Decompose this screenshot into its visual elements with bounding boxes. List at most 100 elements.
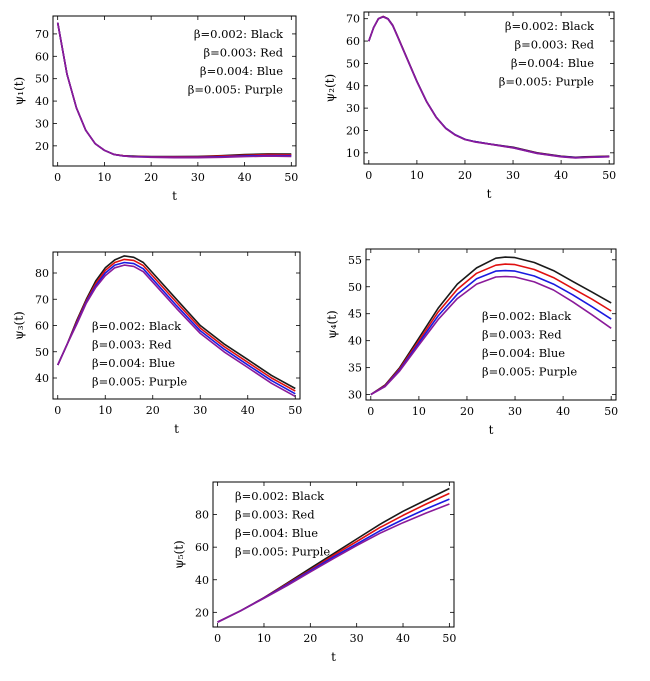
y-tick-label: 30 xyxy=(35,117,49,130)
y-axis-label: ψ₂(t) xyxy=(323,74,337,102)
legend-entry: β=0.002: Black xyxy=(235,489,325,503)
x-tick-label: 20 xyxy=(303,632,317,645)
y-tick-label: 35 xyxy=(348,362,362,375)
x-tick-label: 20 xyxy=(460,405,474,418)
x-tick-label: 40 xyxy=(554,169,568,182)
legend-entry: β=0.003: Red xyxy=(92,338,172,352)
x-axis-label: t xyxy=(487,187,492,201)
y-tick-label: 80 xyxy=(35,267,49,280)
y-tick-label: 40 xyxy=(35,372,49,385)
series-line-4 xyxy=(368,16,610,159)
y-tick-label: 20 xyxy=(195,606,209,619)
x-axis-label: t xyxy=(331,650,336,664)
x-tick-label: 50 xyxy=(442,632,456,645)
y-tick-label: 60 xyxy=(346,35,360,48)
x-tick-label: 20 xyxy=(144,171,158,184)
series-line-2 xyxy=(370,263,612,396)
y-axis-label: ψ₅(t) xyxy=(172,540,186,568)
y-tick-label: 60 xyxy=(35,50,49,63)
x-tick-label: 30 xyxy=(193,404,207,417)
x-tick-label: 40 xyxy=(556,405,570,418)
x-tick-label: 10 xyxy=(98,404,112,417)
x-tick-label: 10 xyxy=(412,405,426,418)
y-tick-label: 20 xyxy=(346,124,360,137)
x-tick-label: 50 xyxy=(604,405,618,418)
x-axis-label: t xyxy=(174,422,179,436)
x-tick-label: 30 xyxy=(191,171,205,184)
chart-panel-1: 0 10 20 30 40 50 20 30 40 50 60 70 t ψ₁(t) β=0.002: Bl… xyxy=(12,15,298,203)
legend-entry: β=0.004: Blue xyxy=(511,56,594,70)
legend-entry: β=0.002: Black xyxy=(505,19,595,33)
x-tick-label: 30 xyxy=(508,405,522,418)
legend-entry: β=0.003: Red xyxy=(514,38,594,52)
legend-entry: β=0.002: Black xyxy=(482,309,572,323)
y-tick-label: 50 xyxy=(346,57,360,70)
y-axis-label: ψ₃(t) xyxy=(12,311,26,339)
series-line-1 xyxy=(370,256,612,396)
legend-entry: β=0.002: Black xyxy=(92,319,182,333)
x-tick-label: 40 xyxy=(396,632,410,645)
legend-entry: β=0.004: Blue xyxy=(235,526,318,540)
x-tick-label: 40 xyxy=(238,171,252,184)
plot-frame xyxy=(212,481,455,628)
legend-entry: β=0.002: Black xyxy=(194,27,284,41)
y-tick-label: 50 xyxy=(348,281,362,294)
series-line-4 xyxy=(57,264,296,398)
x-tick-label: 30 xyxy=(506,169,520,182)
legend-entry: β=0.005: Purple xyxy=(499,75,594,89)
legend-entry: β=0.004: Blue xyxy=(200,64,283,78)
chart-panel-3: 0 10 20 30 40 50 40 50 60 70 80 t ψ₃(t) β=0.002: Blac… xyxy=(12,251,302,436)
y-tick-label: 40 xyxy=(348,335,362,348)
x-tick-label: 0 xyxy=(54,404,61,417)
legend-entry: β=0.003: Red xyxy=(235,508,315,522)
x-tick-label: 0 xyxy=(365,169,372,182)
legend-entry: β=0.003: Red xyxy=(203,46,283,60)
x-tick-label: 40 xyxy=(241,404,255,417)
legend-entry: β=0.004: Blue xyxy=(92,356,175,370)
series-line-4 xyxy=(370,275,612,396)
legend-entry: β=0.005: Purple xyxy=(235,545,330,559)
y-tick-label: 30 xyxy=(348,389,362,402)
x-tick-label: 0 xyxy=(54,171,61,184)
chart-panel-5: 0 10 20 30 40 50 20 40 60 80 t ψ₅(t) β=0.002: Black β… xyxy=(172,481,456,664)
y-tick-label: 60 xyxy=(35,320,49,333)
y-tick-label: 70 xyxy=(35,293,49,306)
y-tick-label: 60 xyxy=(195,541,209,554)
x-tick-label: 50 xyxy=(602,169,616,182)
legend-entry: β=0.005: Purple xyxy=(188,83,283,97)
x-tick-label: 30 xyxy=(350,632,364,645)
x-tick-label: 10 xyxy=(257,632,271,645)
y-tick-label: 80 xyxy=(195,509,209,522)
y-tick-label: 10 xyxy=(346,147,360,160)
plot-frame xyxy=(363,11,615,165)
series-line-3 xyxy=(370,269,612,396)
legend-entry: β=0.004: Blue xyxy=(482,346,565,360)
y-tick-label: 50 xyxy=(35,73,49,86)
y-axis-label: ψ₄(t) xyxy=(325,310,339,338)
plot-frame xyxy=(365,248,617,401)
chart-panel-4: 0 10 20 30 40 50 30 35 40 45 50 55 t ψ₄(t) β=0.002: Bl… xyxy=(325,248,618,437)
series-line-4 xyxy=(56,22,292,159)
legend-entry: β=0.003: Red xyxy=(482,328,562,342)
y-tick-label: 45 xyxy=(348,308,362,321)
plot-frame xyxy=(52,15,297,167)
x-tick-label: 50 xyxy=(284,171,298,184)
y-tick-label: 70 xyxy=(346,13,360,26)
legend-entry: β=0.005: Purple xyxy=(482,365,577,379)
y-tick-label: 55 xyxy=(348,254,362,267)
x-tick-label: 0 xyxy=(367,405,374,418)
y-tick-label: 40 xyxy=(346,80,360,93)
x-tick-label: 10 xyxy=(97,171,111,184)
x-axis-label: t xyxy=(489,423,494,437)
x-tick-label: 20 xyxy=(458,169,472,182)
y-axis-label: ψ₁(t) xyxy=(12,77,26,105)
y-tick-label: 20 xyxy=(35,140,49,153)
x-tick-label: 0 xyxy=(214,632,221,645)
y-tick-label: 30 xyxy=(346,102,360,115)
x-tick-label: 20 xyxy=(146,404,160,417)
y-tick-label: 70 xyxy=(35,28,49,41)
y-tick-label: 40 xyxy=(35,95,49,108)
x-tick-label: 50 xyxy=(288,404,302,417)
series-line-4 xyxy=(217,503,450,623)
